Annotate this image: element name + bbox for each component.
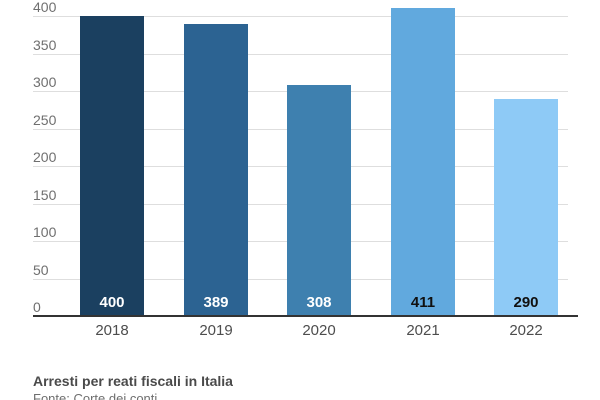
x-tick-label-2020: 2020 xyxy=(302,322,336,339)
x-tick-label-2019: 2019 xyxy=(199,322,233,339)
y-tick-label-0: 0 xyxy=(33,299,41,315)
y-tick-label-400: 400 xyxy=(33,0,57,15)
bar-2018: 400 xyxy=(80,16,144,316)
y-tick-label-350: 350 xyxy=(33,36,57,53)
bar-value-label-2020: 308 xyxy=(306,294,332,311)
chart-caption-title: Arresti per reati fiscali in Italia xyxy=(33,373,233,389)
y-tick-label-200: 200 xyxy=(33,149,57,165)
bar-value-label-2019: 389 xyxy=(203,294,229,311)
x-tick-label-2022: 2022 xyxy=(509,322,543,339)
bar-2022: 290 xyxy=(494,98,558,316)
x-axis-line xyxy=(33,315,578,317)
bar-2021: 411 xyxy=(391,7,455,316)
y-tick-label-50: 50 xyxy=(33,261,49,278)
y-tick-label-100: 100 xyxy=(33,224,57,240)
bar-value-label-2021: 411 xyxy=(410,294,436,311)
x-tick-label-2021: 2021 xyxy=(406,322,440,339)
y-tick-label-250: 250 xyxy=(33,111,57,128)
y-tick-label-150: 150 xyxy=(33,186,57,203)
bar-value-label-2018: 400 xyxy=(99,294,125,311)
bar-value-label-2022: 290 xyxy=(513,294,539,311)
y-gridline-350 xyxy=(33,53,568,55)
y-gridline-400 xyxy=(33,16,568,17)
x-tick-label-2018: 2018 xyxy=(95,322,129,339)
bar-2019: 389 xyxy=(184,24,248,316)
bar-2020: 308 xyxy=(287,85,351,316)
chart-source: Fonte: Corte dei conti xyxy=(33,391,158,400)
y-tick-label-300: 300 xyxy=(33,74,57,90)
